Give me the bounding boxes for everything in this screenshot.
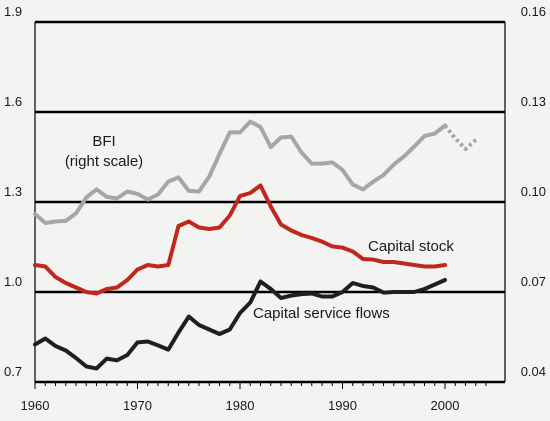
y-tick-right-3: 0.13	[521, 94, 546, 109]
series	[33, 119, 478, 371]
y-tick-left-2: 1.3	[4, 184, 22, 199]
x-tick-label-2: 1980	[226, 398, 255, 413]
x-tick-label-1: 1970	[123, 398, 152, 413]
series-label-capital-service-flows: Capital service flows	[253, 305, 390, 322]
x-tick-label-4: 2000	[431, 398, 460, 413]
series-label-bfi-line1: BFI	[92, 133, 115, 150]
x-tick-label-0: 1960	[21, 398, 50, 413]
series-line-capital-service-flows	[33, 278, 447, 371]
y-tick-right-2: 0.10	[521, 184, 546, 199]
y-tick-right-1: 0.07	[521, 274, 546, 289]
y-tick-left-1: 1.0	[4, 274, 22, 289]
series-projection-bfi	[443, 124, 478, 151]
series-label-bfi-line2: (right scale)	[65, 153, 143, 170]
y-tick-right-4: 0.16	[521, 4, 546, 19]
series-label-capital-stock: Capital stock	[368, 238, 454, 255]
axes: 0.7 0.04 1.0 0.07 1.3 0.10 1.6 0.13 1.9 0.16 1960 1…	[4, 4, 546, 413]
x-tick-label-3: 1990	[328, 398, 357, 413]
y-tick-right-0: 0.04	[521, 364, 546, 379]
series-line-bfi	[33, 119, 447, 225]
y-tick-left-3: 1.6	[4, 94, 22, 109]
series-line-capital-stock	[33, 183, 447, 296]
y-tick-left-4: 1.9	[4, 4, 22, 19]
labels: BFI (right scale) Capital stock Capital …	[65, 133, 455, 322]
y-tick-left-0: 0.7	[4, 364, 22, 379]
